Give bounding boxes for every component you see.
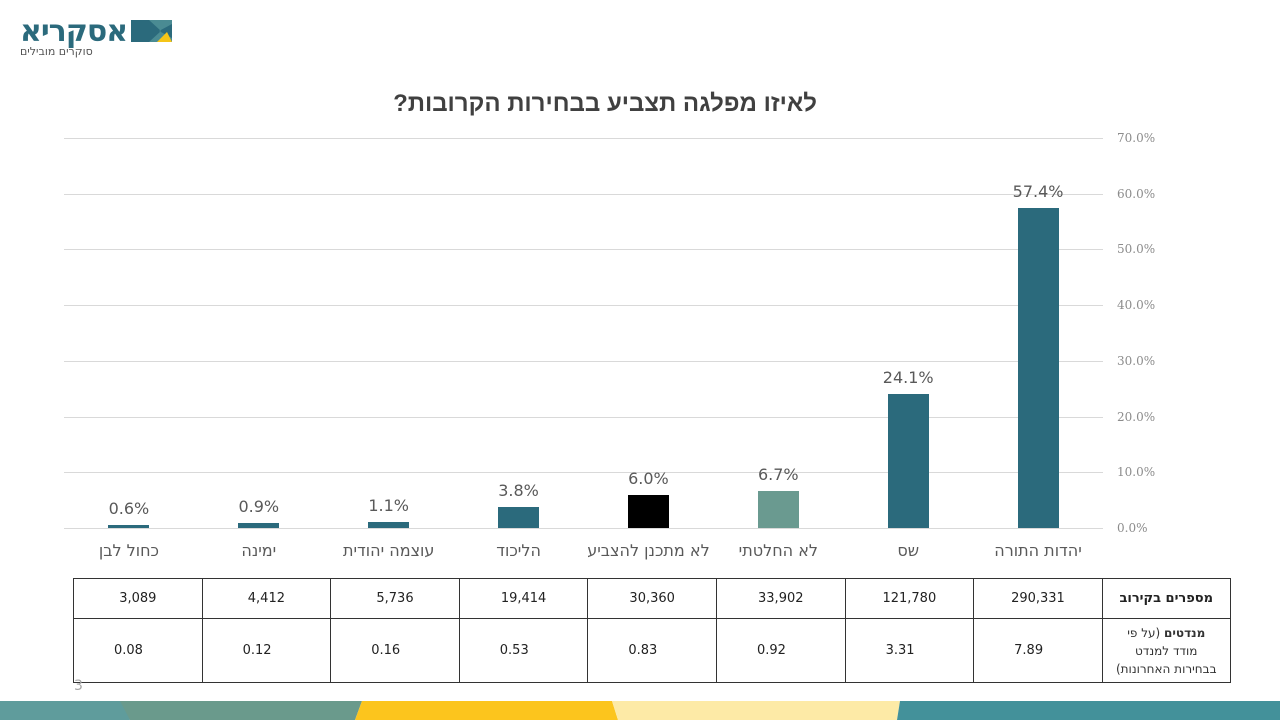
x-category-label: שס	[897, 541, 920, 560]
bar	[498, 506, 540, 528]
gridline	[64, 528, 1103, 529]
bar-value-label: 1.1%	[368, 495, 410, 515]
table-cell: 5,736	[330, 578, 460, 619]
y-tick-label: 70.0%	[1117, 131, 1156, 145]
logo-mark-icon	[131, 20, 172, 42]
bar-value-label: 24.1%	[882, 367, 934, 387]
y-tick-label: 0.0%	[1117, 521, 1148, 535]
plot-area: 0.6% 0.9% 1.1% 3.8% 6.0% 6.7% 24.1% 57.4%	[64, 138, 1103, 529]
table-cell: 290,331	[973, 578, 1103, 619]
table-row-mandates: 0.08 0.12 0.16 0.53 0.83 0.92 3.31 7.89 …	[73, 618, 1231, 683]
gridline	[64, 360, 1103, 362]
table-cell: 3,089	[73, 578, 203, 619]
bar-value-label: 0.6%	[108, 498, 150, 518]
bar-value-label: 57.4%	[1012, 182, 1064, 202]
page-number: 3	[74, 678, 83, 694]
bar	[1017, 208, 1059, 528]
y-tick-label: 60.0%	[1117, 186, 1156, 201]
y-tick-label: 40.0%	[1117, 298, 1156, 313]
table-cell: 0.83	[587, 618, 717, 683]
x-category-label: לא מתכנן להצביע	[587, 541, 710, 560]
x-category-label: יהדות התורה	[994, 541, 1082, 560]
y-tick-label: 50.0%	[1117, 242, 1156, 257]
gridline	[64, 305, 1103, 307]
y-tick-label: 10.0%	[1117, 465, 1156, 480]
table-cell: 33,902	[715, 578, 846, 619]
bar	[757, 490, 799, 528]
bar	[627, 494, 669, 528]
chart-title: לאיזו מפלגה תצביע בבחירות הקרובות?	[393, 90, 817, 117]
gridline	[64, 416, 1103, 418]
footer-stripes-graphic	[0, 701, 1280, 720]
row-header-approx-numbers: מספרים בקירוב	[1101, 578, 1231, 619]
table-cell: 30,360	[587, 578, 717, 619]
bar	[238, 523, 280, 528]
table-cell: 4,412	[201, 578, 332, 619]
logo-tagline: סוקרים מובילים	[20, 45, 93, 58]
table-cell: 19,414	[458, 578, 589, 619]
brand-logo: אסקריא סוקרים מובילים	[18, 14, 178, 62]
table-cell: 121,780	[844, 578, 975, 619]
bar-value-label: 0.9%	[238, 496, 280, 516]
table-row-approx-numbers: 3,089 4,412 5,736 19,414 30,360 33,902 1…	[73, 578, 1231, 619]
gridline	[64, 472, 1103, 474]
x-category-label: עוצמה יהודית	[342, 541, 435, 560]
table-cell: 7.89	[973, 618, 1103, 683]
table-cell: 0.08	[73, 618, 203, 683]
row-header-mandates: מנדטים (על פי מודד למנדט בבחירות האחרונו…	[1101, 618, 1231, 683]
logo-wordmark: אסקריא	[20, 14, 128, 49]
x-category-label: לא החלטתי	[738, 541, 818, 560]
y-tick-label: 20.0%	[1117, 409, 1156, 424]
x-category-label: ימינה	[241, 541, 277, 560]
bar	[108, 524, 150, 528]
bar-value-label: 3.8%	[498, 480, 539, 500]
table-cell: 0.92	[715, 618, 846, 683]
bar-value-label: 6.7%	[757, 464, 799, 484]
table-cell: 0.53	[458, 618, 589, 683]
x-category-label: הליכוד	[496, 541, 541, 560]
footer-band	[0, 701, 1280, 720]
y-tick-label: 30.0%	[1117, 353, 1156, 368]
data-table: 3,089 4,412 5,736 19,414 30,360 33,902 1…	[73, 578, 1231, 683]
mandates-label: מנדטים	[1164, 625, 1206, 640]
bar-value-label: 6.0%	[628, 468, 669, 488]
bar	[887, 393, 929, 528]
gridline	[64, 193, 1103, 195]
gridline	[64, 138, 1103, 139]
bar	[368, 521, 410, 528]
table-cell: 0.12	[201, 618, 332, 683]
x-category-label: כחול לבן	[98, 541, 160, 560]
gridline	[64, 249, 1103, 251]
table-cell: 3.31	[844, 618, 975, 683]
table-cell: 0.16	[330, 618, 460, 683]
